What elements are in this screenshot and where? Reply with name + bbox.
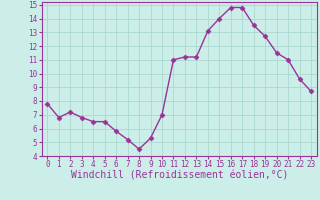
X-axis label: Windchill (Refroidissement éolien,°C): Windchill (Refroidissement éolien,°C) [70, 171, 288, 181]
